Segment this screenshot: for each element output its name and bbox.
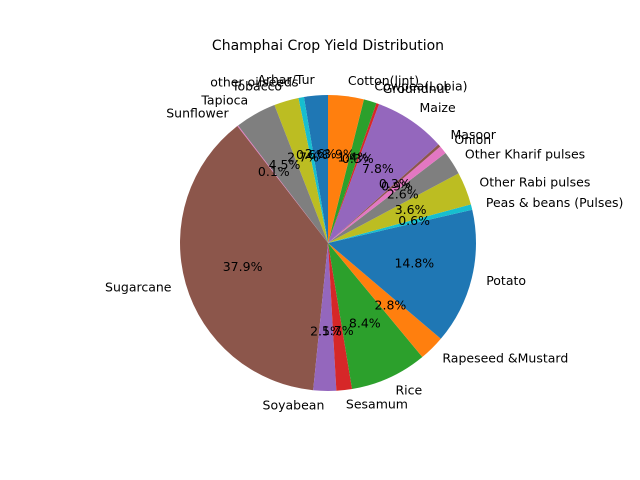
slice-percent: 8.4% [349,315,381,330]
pie-slice [303,95,328,243]
slice-label: Other Rabi pulses [479,175,590,190]
slice-percent: 0.9% [381,179,413,194]
slice-percent: 0.6% [296,147,328,162]
pie-slice [328,99,377,243]
slice-label: Other Kharif pulses [465,146,585,161]
pie-slice [237,125,328,243]
slice-label: Arhar/Tur [257,72,315,87]
pie-slice [328,144,441,243]
slice-percent: 1.7% [322,323,354,338]
slice-percent: 3.9% [323,146,355,161]
slice-label: Tapioca [200,93,248,108]
slice-percent: 7.8% [362,161,394,176]
pie-slice [328,243,353,391]
slice-label: Cowpea(Lobia) [374,79,467,94]
slice-label: Rapeseed &Mustard [442,350,568,365]
pie-slice [328,204,473,243]
slice-label: Masoor [451,127,497,142]
pie-slice [313,243,337,391]
pie-slices [180,95,476,391]
slice-percent: 4.5% [269,157,301,172]
pie-slice [328,173,471,243]
pie-slice [328,103,380,243]
slice-percent: 2.6% [305,146,337,161]
slice-label: Potato [486,273,526,288]
pie-percentages: 2.6%0.6%2.7%4.5%0.1%37.9%2.5%1.7%8.4%2.8… [223,146,435,338]
slice-percent: 0.3% [379,176,411,191]
pie-slice [298,96,328,243]
slice-percent: 37.9% [223,259,263,274]
slice-label: Maize [420,100,456,115]
slice-label: Soyabean [263,397,325,412]
pie-slice [180,126,328,391]
chart-title: Champhai Crop Yield Distribution [212,38,444,54]
pie-slice [328,146,446,243]
slice-percent: 2.5% [310,323,342,338]
slice-label: Tobacco [231,78,282,93]
slice-percent: 3.6% [395,202,427,217]
slice-percent: 0.3% [342,151,374,166]
slice-label: Groundnut [383,81,450,96]
pie-slice [328,243,423,390]
slice-percent: 0.1% [258,164,290,179]
slice-label: other oilseeds [210,74,298,89]
slice-percent: 0.6% [398,213,430,228]
pie-slice [328,243,441,358]
slice-percent: 2.7% [287,149,319,164]
slice-label: Rice [396,383,423,398]
slice-percent: 14.8% [394,256,434,271]
pie-slice [238,105,328,243]
slice-percent: 1.4% [337,149,369,164]
pie-slice [328,95,364,243]
slice-label: Peas & beans (Pulses) [486,195,624,210]
slice-label: Sugarcane [105,279,172,294]
slice-label: Sesamum [346,396,408,411]
pie-slice [328,153,459,243]
slice-percent: 2.8% [375,298,407,313]
slice-percent: 2.6% [387,186,419,201]
pie-slice [328,209,476,339]
slice-label: Sunflower [166,106,229,121]
pie-slice [328,104,439,243]
slice-label: Onion [454,132,491,147]
slice-label: Cotton(lint) [348,73,419,88]
pie-slice [274,97,328,243]
